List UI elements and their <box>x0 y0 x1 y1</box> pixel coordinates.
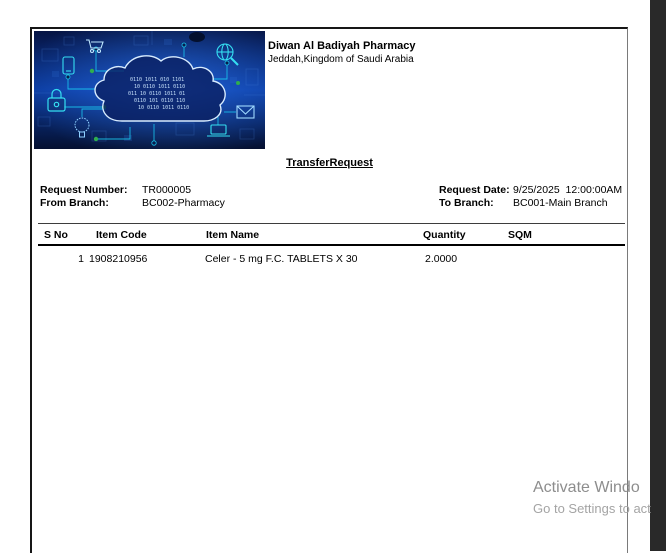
svg-text:10 0110 1011 0110: 10 0110 1011 0110 <box>134 84 185 90</box>
svg-text:0110 1011 010 1101: 0110 1011 010 1101 <box>130 77 184 83</box>
column-header-sqm: SQM <box>508 229 532 241</box>
request-date-value: 9/25/2025 12:00:00AM <box>513 184 623 196</box>
header-banner-image: 0110 1011 010 1101 10 0110 1011 0110 011… <box>34 31 265 149</box>
lightbulb-icon <box>74 117 90 138</box>
to-branch-label: To Branch: <box>439 197 494 209</box>
svg-text:10 0110 1011 0110: 10 0110 1011 0110 <box>138 105 189 111</box>
column-header-quantity: Quantity <box>423 229 466 241</box>
globe-search-icon <box>216 43 239 66</box>
from-branch-label: From Branch: <box>40 197 109 209</box>
from-branch-value: BC002-Pharmacy <box>142 197 225 209</box>
circuit-texture <box>34 31 265 142</box>
right-dark-panel <box>650 0 666 551</box>
circuit-blocks <box>52 39 237 141</box>
svg-text:0110 101 0110 110: 0110 101 0110 110 <box>134 98 185 104</box>
cell-item-code: 1908210956 <box>89 253 148 265</box>
cell-quantity: 2.0000 <box>425 253 458 265</box>
envelope-icon <box>236 105 255 119</box>
company-name: Diwan Al Badiyah Pharmacy <box>268 40 416 52</box>
table-top-rule <box>38 223 625 224</box>
document-page[interactable]: 0110 1011 010 1101 10 0110 1011 0110 011… <box>30 27 628 553</box>
dark-blob-decor <box>189 32 205 42</box>
activation-watermark-line1: Activate Windo <box>533 479 640 496</box>
laptop-icon <box>207 124 230 137</box>
cell-sno: 1 <box>78 253 84 265</box>
lock-icon <box>47 88 66 112</box>
to-branch-value: BC001-Main Branch <box>513 197 608 209</box>
cloud-code-text: 0110 1011 010 1101 10 0110 1011 0110 011… <box>128 77 189 111</box>
report-title: TransferRequest <box>286 157 373 169</box>
activation-watermark-line2: Go to Settings to act <box>533 501 651 516</box>
column-header-sno: S No <box>44 229 68 241</box>
request-date-label: Request Date: <box>439 184 510 196</box>
cell-item-name: Celer - 5 mg F.C. TABLETS X 30 <box>205 253 358 265</box>
request-number-value: TR000005 <box>142 184 192 196</box>
column-header-item-name: Item Name <box>206 229 260 241</box>
phone-icon <box>62 56 75 75</box>
company-address: Jeddah,Kingdom of Saudi Arabia <box>268 54 414 65</box>
svg-text:011 10 0110 1011 01: 011 10 0110 1011 01 <box>128 91 185 97</box>
request-number-label: Request Number: <box>40 184 128 196</box>
column-header-item-code: Item Code <box>96 229 147 241</box>
table-header-rule <box>38 244 625 246</box>
cloud-outline <box>94 55 226 122</box>
cart-icon <box>86 39 104 54</box>
circuit-nodes <box>65 42 240 146</box>
